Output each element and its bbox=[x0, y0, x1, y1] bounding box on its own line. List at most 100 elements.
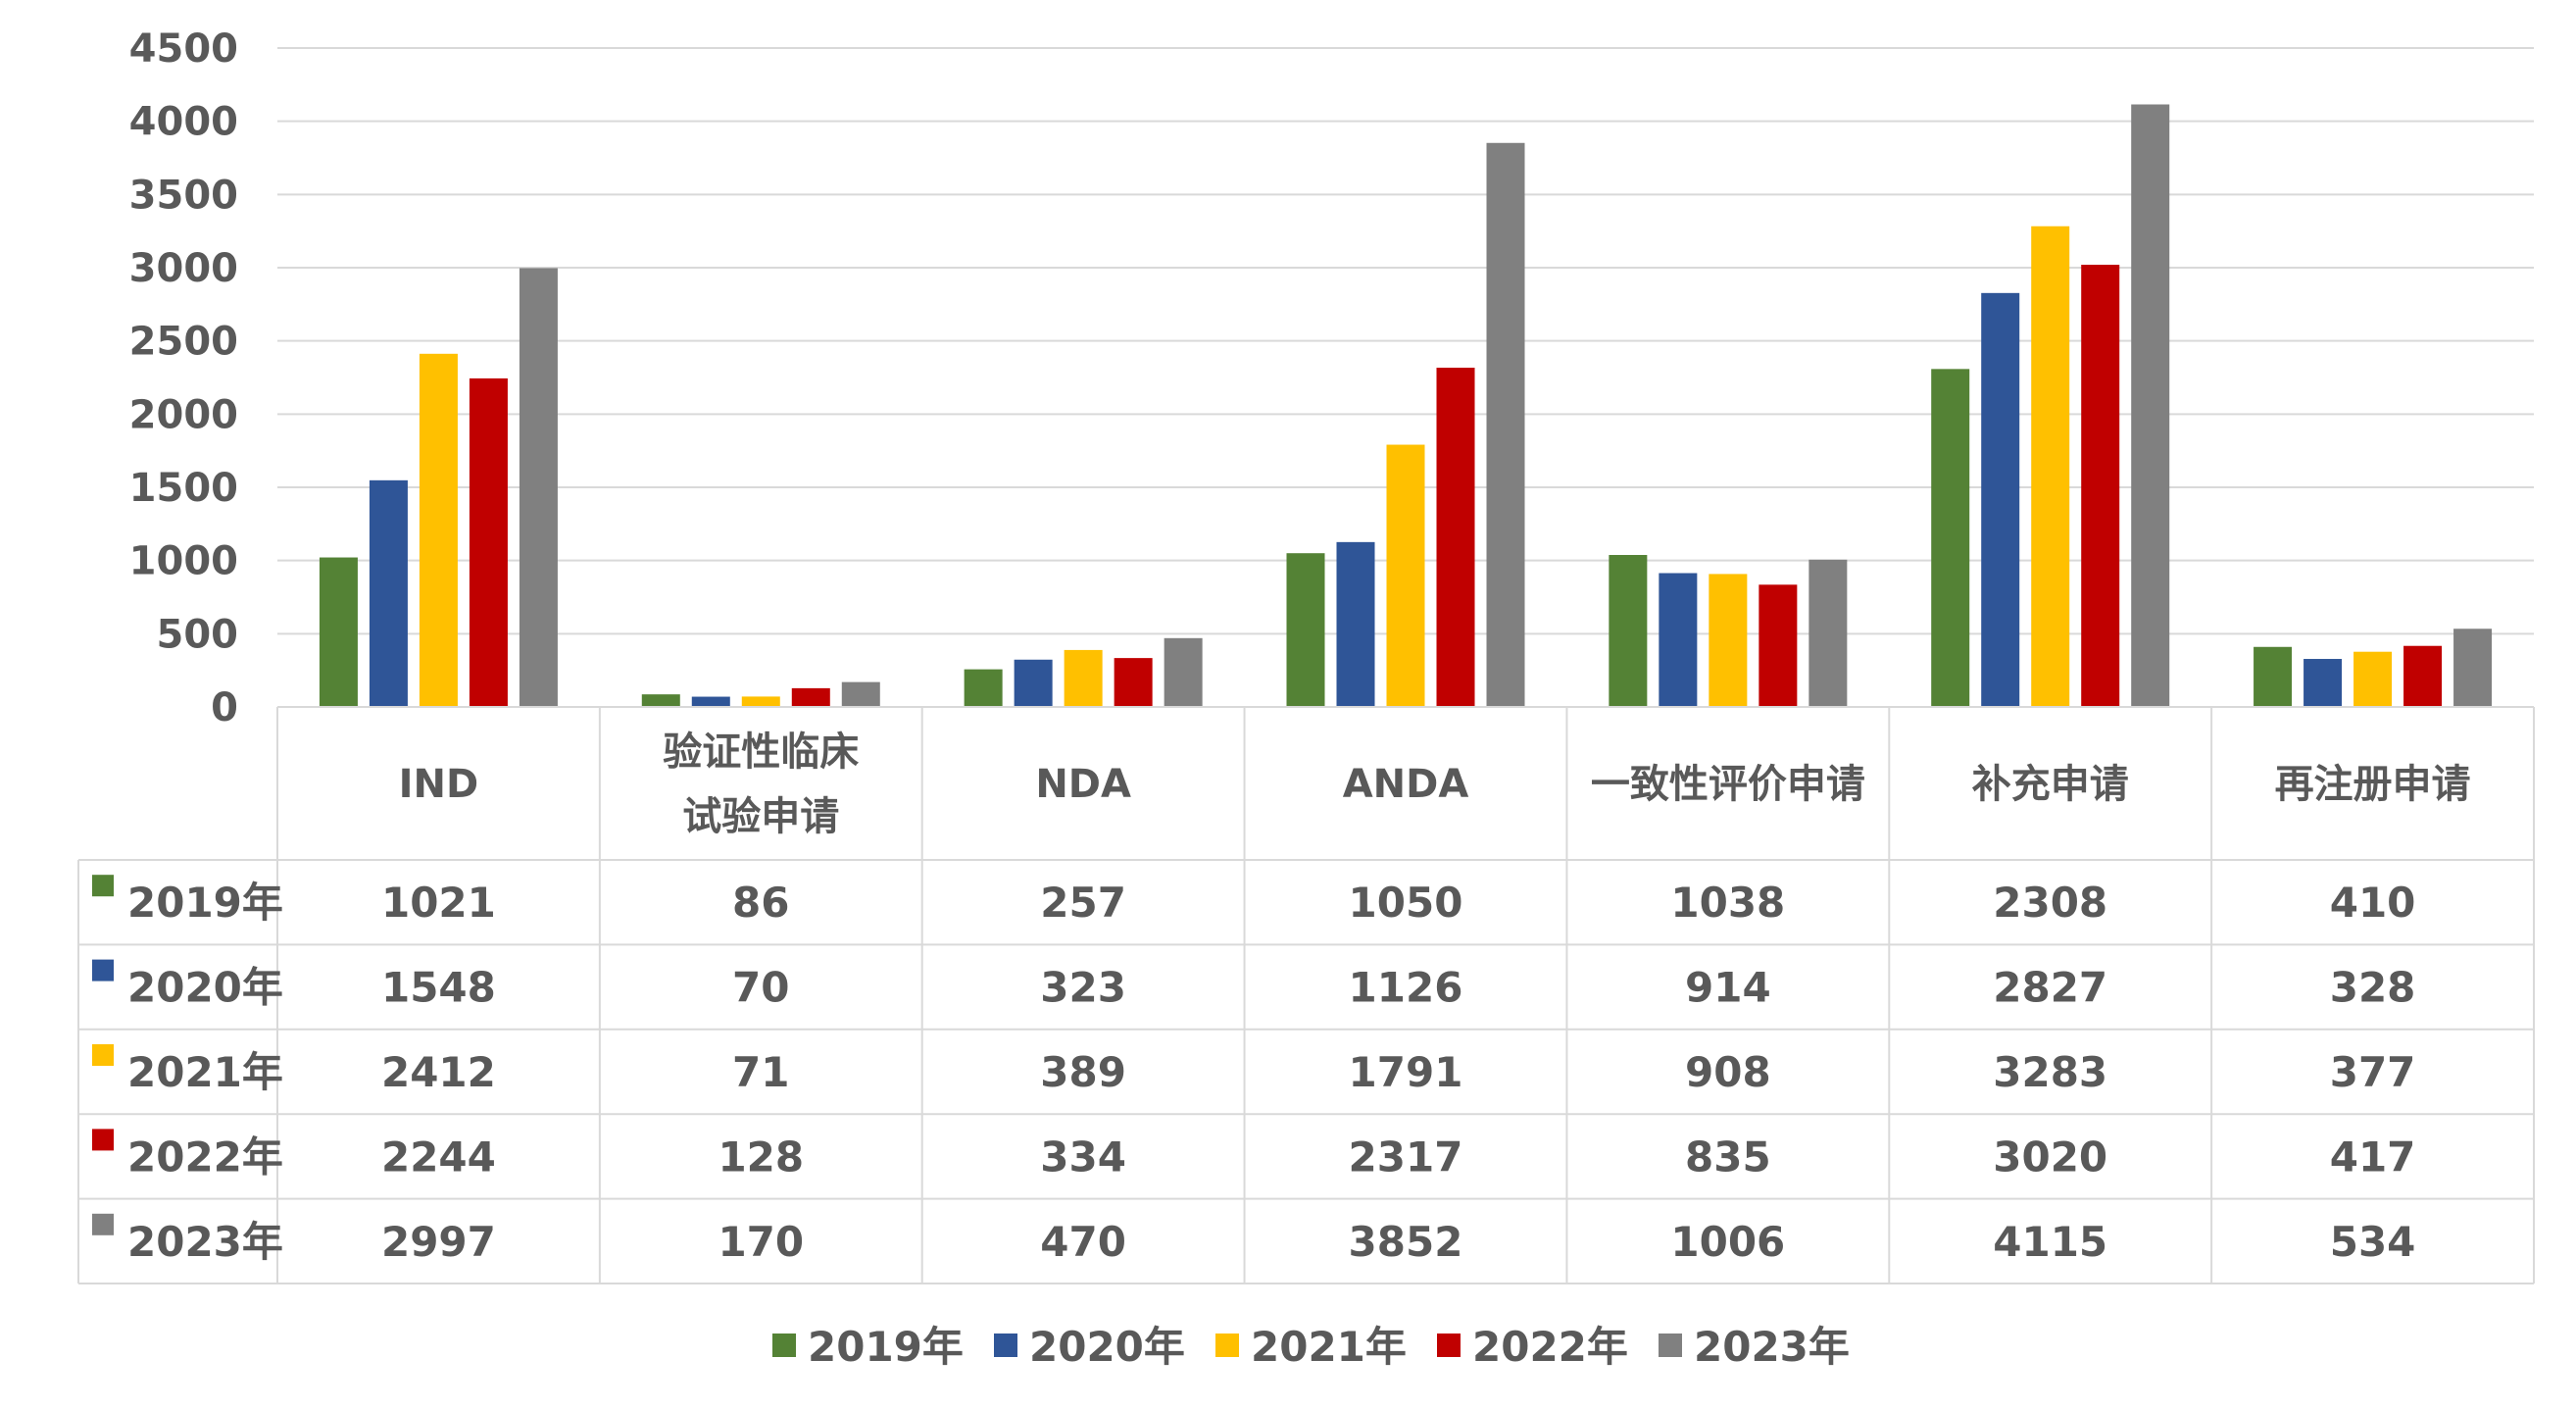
bar bbox=[2304, 659, 2343, 707]
bar bbox=[1931, 369, 1970, 707]
y-axis: 0 500 1000 1500 2000 2500 3000 3500 4000 4500 bbox=[129, 26, 238, 730]
table-cell-value: 71 bbox=[732, 1048, 789, 1096]
table-legend-key bbox=[92, 959, 114, 981]
table-cell-value: 908 bbox=[1685, 1048, 1771, 1096]
legend-swatch bbox=[994, 1334, 1017, 1357]
bar bbox=[691, 696, 730, 707]
bar bbox=[964, 669, 1003, 707]
table-series-label: 2022年 bbox=[127, 1132, 283, 1181]
table-cell-value: 70 bbox=[732, 964, 789, 1012]
bar bbox=[369, 479, 408, 707]
y-tick-label: 3000 bbox=[129, 246, 238, 291]
legend-swatch bbox=[1659, 1334, 1682, 1357]
table-cell-value: 835 bbox=[1685, 1132, 1771, 1181]
bar bbox=[2453, 629, 2493, 707]
table-cell-value: 170 bbox=[718, 1218, 804, 1266]
table-cell-value: 1050 bbox=[1349, 879, 1463, 927]
bar bbox=[1386, 444, 1425, 707]
bar bbox=[2403, 645, 2443, 707]
table-series-label: 2023年 bbox=[127, 1218, 283, 1266]
bar bbox=[419, 353, 458, 707]
legend-swatch bbox=[1215, 1334, 1239, 1357]
table-cell-value: 377 bbox=[2330, 1048, 2416, 1096]
bar bbox=[2254, 646, 2293, 707]
table-cell-value: 128 bbox=[718, 1132, 804, 1181]
legend-swatch bbox=[1437, 1334, 1461, 1357]
bar bbox=[2031, 226, 2070, 708]
bar bbox=[2353, 651, 2393, 707]
table-cell-value: 1548 bbox=[381, 964, 496, 1012]
table-cell-value: 257 bbox=[1040, 879, 1126, 927]
table-cell-value: 3283 bbox=[1993, 1048, 2107, 1096]
bar bbox=[1609, 554, 1648, 707]
y-tick-label: 1500 bbox=[129, 466, 238, 511]
bar bbox=[1014, 659, 1053, 707]
table-cell-value: 3852 bbox=[1349, 1218, 1463, 1266]
bar bbox=[1436, 367, 1475, 707]
y-tick-label: 2000 bbox=[129, 392, 238, 437]
bar bbox=[841, 681, 880, 707]
category-label: ANDA bbox=[1343, 762, 1469, 807]
table-cell-value: 2317 bbox=[1349, 1132, 1463, 1181]
table-cell-value: 417 bbox=[2330, 1132, 2416, 1181]
table-legend-key bbox=[92, 1213, 114, 1235]
legend-swatch bbox=[772, 1334, 796, 1357]
bar bbox=[1336, 541, 1375, 707]
y-tick-label: 2500 bbox=[129, 320, 238, 365]
table-cell-value: 534 bbox=[2330, 1218, 2416, 1266]
bar bbox=[1486, 142, 1525, 707]
category-label: 再注册申请 bbox=[2275, 762, 2471, 807]
table-cell-value: 389 bbox=[1040, 1048, 1126, 1096]
table-cell-value: 86 bbox=[732, 879, 789, 927]
bar bbox=[1981, 292, 2020, 707]
bar bbox=[319, 557, 358, 707]
table-cell-value: 1038 bbox=[1670, 879, 1785, 927]
table-cell-value: 1791 bbox=[1349, 1048, 1463, 1096]
bar bbox=[2131, 104, 2170, 707]
category-label: NDA bbox=[1035, 762, 1131, 807]
table-cell-value: 328 bbox=[2330, 964, 2416, 1012]
bar bbox=[1709, 574, 1748, 707]
bar bbox=[1164, 637, 1203, 707]
table-cell-value: 2827 bbox=[1993, 964, 2107, 1012]
table-cell-value: 2308 bbox=[1993, 879, 2107, 927]
category-label: 补充申请 bbox=[1972, 762, 2129, 807]
category-label: 一致性评价申请 bbox=[1591, 762, 1865, 807]
legend: 2019年 2020年 2021年 2022年 2023年 bbox=[772, 1323, 1850, 1371]
gridlines bbox=[277, 47, 2534, 635]
table-cell-value: 323 bbox=[1040, 964, 1126, 1012]
table-cell-value: 4115 bbox=[1993, 1218, 2107, 1266]
table-cell-value: 1021 bbox=[381, 879, 496, 927]
y-tick-label: 0 bbox=[211, 685, 238, 730]
table-cell-value: 1126 bbox=[1349, 964, 1463, 1012]
legend-label: 2019年 bbox=[808, 1323, 964, 1371]
table-cell-value: 2997 bbox=[381, 1218, 496, 1266]
y-tick-label: 3500 bbox=[129, 173, 238, 218]
bar bbox=[1286, 553, 1325, 707]
y-tick-label: 1000 bbox=[129, 539, 238, 584]
bar bbox=[791, 687, 830, 707]
table-legend-key bbox=[92, 1129, 114, 1151]
legend-label: 2021年 bbox=[1251, 1323, 1407, 1371]
category-label: 验证性临床 bbox=[663, 730, 859, 775]
table-cell-value: 914 bbox=[1685, 964, 1771, 1012]
y-tick-label: 4000 bbox=[129, 100, 238, 145]
bar bbox=[1064, 649, 1103, 707]
category-label: IND bbox=[399, 762, 479, 807]
bar bbox=[641, 694, 680, 707]
bar bbox=[1114, 658, 1153, 707]
bar bbox=[519, 268, 558, 707]
y-tick-label: 500 bbox=[157, 612, 239, 657]
table-series-label: 2019年 bbox=[127, 879, 283, 927]
table-series-label: 2020年 bbox=[127, 964, 283, 1012]
table-cell-value: 3020 bbox=[1993, 1132, 2107, 1181]
legend-label: 2023年 bbox=[1694, 1323, 1850, 1371]
table-legend-key bbox=[92, 1044, 114, 1066]
table-cell-value: 334 bbox=[1040, 1132, 1126, 1181]
bars bbox=[319, 104, 2493, 708]
legend-label: 2020年 bbox=[1029, 1323, 1185, 1371]
bar bbox=[1759, 584, 1798, 707]
bar bbox=[2081, 265, 2120, 707]
